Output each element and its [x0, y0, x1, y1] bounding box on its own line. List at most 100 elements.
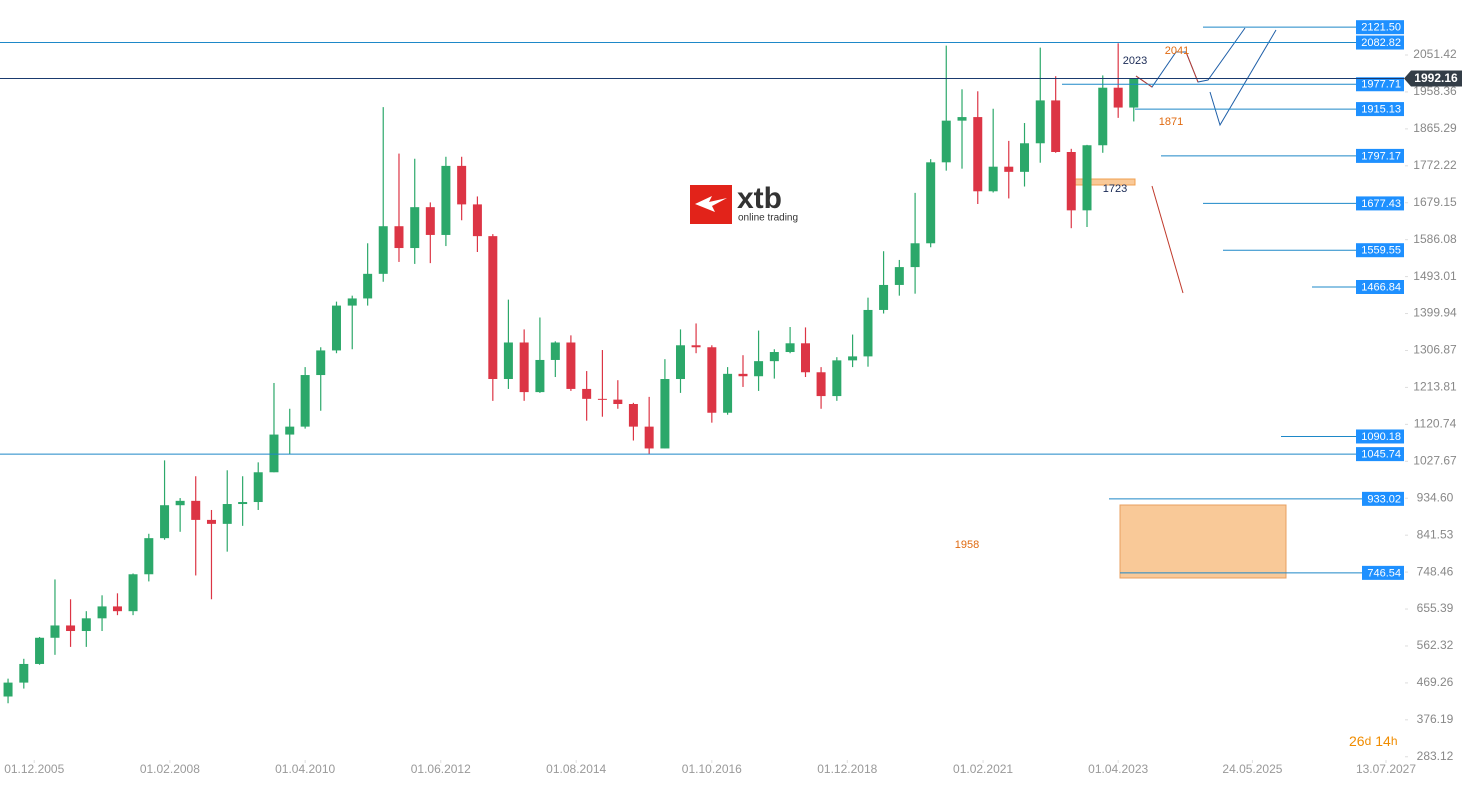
countdown: 26d 14h	[1349, 733, 1398, 749]
countdown-h: h	[1391, 734, 1398, 748]
candle-body	[754, 361, 764, 377]
candle-body	[973, 117, 983, 192]
candle-body	[128, 574, 138, 612]
candle-body	[191, 500, 201, 520]
level-label: 1677.43	[1361, 198, 1401, 210]
candle-body	[175, 500, 185, 506]
annotation: 2023	[1123, 55, 1147, 67]
y-tick-label: 655.39	[1417, 601, 1454, 615]
candle-body	[644, 426, 654, 449]
candle-body	[410, 207, 420, 249]
annotation: 1723	[1103, 183, 1127, 195]
candle-body	[112, 606, 122, 612]
candle-body	[723, 373, 733, 413]
x-tick-label: 01.08.2014	[546, 762, 606, 776]
annotation: 1958	[955, 539, 979, 551]
countdown-d: d	[1365, 734, 1372, 748]
y-tick-label: 1120.74	[1414, 417, 1457, 431]
x-tick-label: 01.06.2012	[411, 762, 471, 776]
y-tick-label: 1586.08	[1413, 232, 1457, 246]
candle-body	[1082, 145, 1092, 211]
candle-body	[628, 404, 638, 427]
candle-body	[550, 342, 560, 360]
level-label-box	[1356, 243, 1404, 258]
annotation: 1871	[1159, 116, 1183, 128]
candle-body	[253, 472, 263, 503]
level-label: 1559.55	[1361, 245, 1401, 257]
level-label: 2082.82	[1361, 37, 1401, 49]
price-axis	[1405, 0, 1472, 787]
y-tick-label: 283.12	[1417, 749, 1454, 763]
candle-body	[457, 165, 467, 205]
level-label: 1090.18	[1361, 431, 1401, 443]
x-tick-label: 01.02.2008	[140, 762, 200, 776]
level-label: 746.54	[1367, 567, 1401, 579]
y-tick-label: 2051.42	[1413, 47, 1457, 61]
projection-line	[1135, 75, 1153, 88]
y-tick-label: 1027.67	[1413, 453, 1457, 467]
x-tick-label: 01.04.2010	[275, 762, 335, 776]
y-tick-label: 469.26	[1417, 675, 1454, 689]
level-label: 933.02	[1367, 493, 1401, 505]
level-label: 1797.17	[1361, 150, 1401, 162]
candle-body	[19, 663, 29, 683]
candle-body	[660, 379, 670, 449]
candle-body	[988, 166, 998, 192]
candle-body	[3, 682, 13, 697]
current-price-box	[1404, 70, 1462, 87]
drawings	[1067, 27, 1287, 579]
logo: xtb online trading	[690, 182, 798, 224]
candle-body	[707, 347, 717, 413]
countdown-days: 26	[1349, 733, 1365, 749]
candle-body	[1020, 143, 1030, 172]
current-price-label: 1992.16	[1414, 71, 1458, 85]
candle-body	[519, 342, 529, 393]
projection-line	[1185, 51, 1199, 83]
y-tick-label: 748.46	[1417, 564, 1454, 578]
candle-body	[81, 618, 91, 632]
y-tick-label: 1772.22	[1413, 158, 1457, 172]
y-tick-label: 1679.15	[1413, 195, 1457, 209]
candle-body	[316, 350, 326, 376]
candle-body	[425, 207, 435, 235]
candle-body	[222, 504, 232, 524]
y-tick-label: 841.53	[1417, 527, 1454, 541]
candle-body	[613, 399, 623, 405]
candle-body	[800, 343, 810, 373]
level-label: 1977.71	[1361, 79, 1401, 91]
candle-body	[160, 505, 170, 539]
candle-body	[50, 625, 60, 638]
candle-body	[832, 360, 842, 397]
candle-body	[488, 236, 498, 380]
level-label-box	[1362, 491, 1404, 506]
y-tick-label: 376.19	[1417, 712, 1454, 726]
candle-body	[597, 398, 607, 400]
candle-body	[848, 356, 858, 361]
candle-body	[472, 204, 482, 237]
candle-body	[863, 309, 873, 357]
x-tick-label: 13.07.2027	[1356, 762, 1416, 776]
annotation: 2041	[1165, 45, 1189, 57]
candle-body	[206, 519, 216, 524]
y-tick-label: 1399.94	[1413, 306, 1457, 320]
candle-body	[144, 538, 154, 575]
y-tick-label: 1958.36	[1413, 84, 1457, 98]
candle-body	[269, 434, 279, 473]
candle-body	[394, 226, 404, 249]
candle-body	[957, 117, 967, 121]
projection-line	[1209, 29, 1277, 127]
zone	[1119, 504, 1287, 579]
candle-body	[816, 372, 826, 397]
candle-body	[879, 284, 889, 310]
level-label-box	[1356, 148, 1404, 163]
x-tick-label: 01.10.2016	[682, 762, 742, 776]
x-tick-label: 01.02.2021	[953, 762, 1013, 776]
countdown-hours: 14	[1375, 733, 1391, 749]
candles	[3, 43, 1139, 704]
level-label-box	[1356, 77, 1404, 92]
candle-body	[35, 637, 45, 664]
candle-body	[378, 226, 388, 274]
candle-body	[910, 243, 920, 268]
candle-body	[566, 342, 576, 389]
